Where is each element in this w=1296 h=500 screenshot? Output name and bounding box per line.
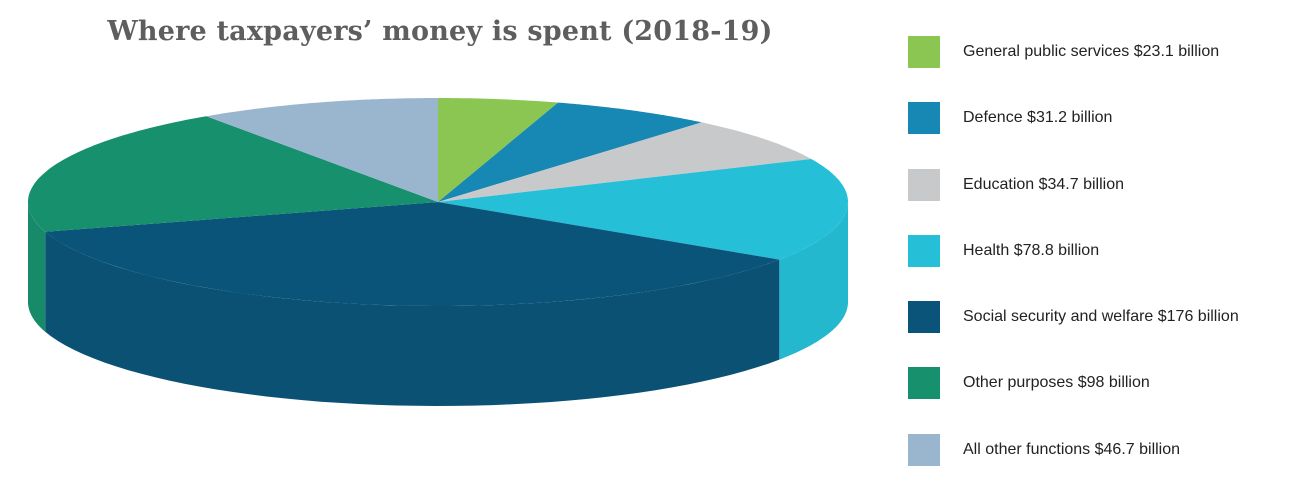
legend-label: Social security and welfare $176 billion bbox=[963, 308, 1239, 326]
pie-slice-side bbox=[28, 202, 46, 332]
legend-swatch bbox=[908, 168, 940, 201]
legend-swatch bbox=[908, 234, 940, 267]
pie-slice-side bbox=[45, 231, 780, 406]
legend-label: Defence $31.2 billion bbox=[963, 109, 1113, 127]
legend-swatch bbox=[908, 36, 940, 68]
legend-swatch bbox=[908, 367, 940, 400]
pie-slice bbox=[438, 122, 812, 202]
legend-label: All other functions $46.7 billion bbox=[963, 440, 1181, 458]
pie-slice bbox=[45, 202, 780, 306]
pie-chart bbox=[28, 98, 848, 406]
legend-item: Social security and welfare $176 billion bbox=[908, 301, 1239, 334]
legend-item: All other functions $46.7 billion bbox=[908, 433, 1239, 466]
legend-swatch bbox=[908, 301, 940, 334]
pie-slice bbox=[206, 98, 438, 202]
legend-label: Education $34.7 billion bbox=[963, 175, 1125, 193]
legend-swatch bbox=[908, 102, 940, 135]
legend-item: Other purposes $98 billion bbox=[908, 367, 1239, 400]
legend: General public services $23.1 billion De… bbox=[908, 36, 1239, 500]
pie-slice-side bbox=[779, 202, 848, 360]
pie-slice bbox=[438, 159, 848, 260]
pie-slice bbox=[28, 116, 438, 232]
legend-item: Defence $31.2 billion bbox=[908, 102, 1239, 135]
legend-label: General public services $23.1 billion bbox=[963, 43, 1220, 60]
pie-slice bbox=[438, 98, 558, 202]
legend-item: Health $78.8 billion bbox=[908, 234, 1239, 267]
chart-title: Where taxpayers’ money is spent (2018-19… bbox=[107, 16, 773, 47]
legend-swatch bbox=[908, 433, 940, 466]
pie-slice bbox=[438, 102, 702, 202]
legend-label: Health $78.8 billion bbox=[963, 241, 1100, 259]
legend-label: Other purposes $98 billion bbox=[963, 374, 1150, 392]
legend-item: Education $34.7 billion bbox=[908, 168, 1239, 201]
legend-item: General public services $23.1 billion bbox=[908, 36, 1239, 68]
